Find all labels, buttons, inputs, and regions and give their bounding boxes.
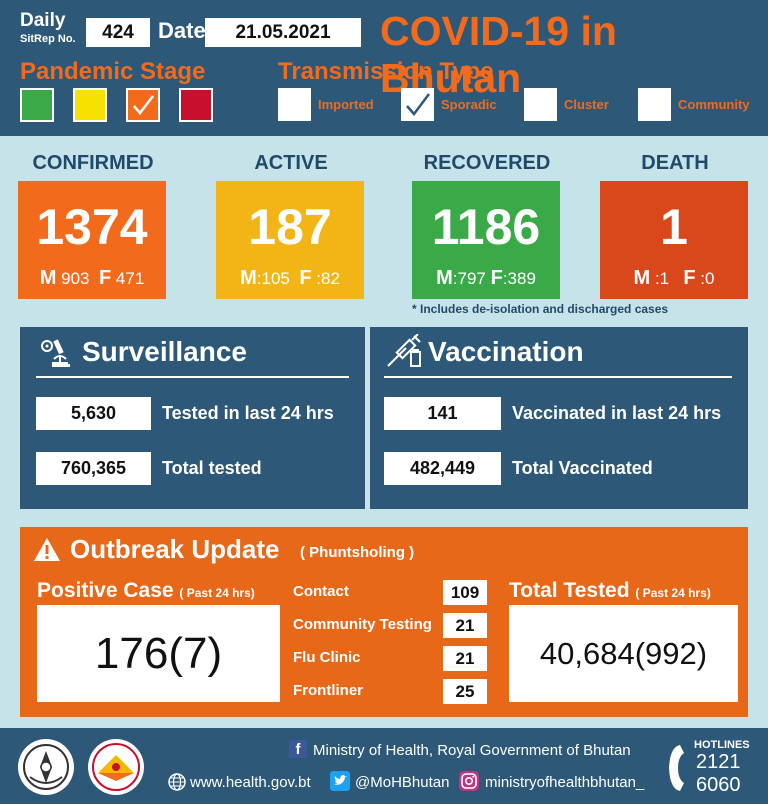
total-tested-outbreak-value: 40,684(992) [509,605,738,702]
confirmed-male: 903 [61,269,90,288]
vaccinated-24h-label: Vaccinated in last 24 hrs [512,403,722,423]
positive-case-heading: Positive Case ( Past 24 hrs) [37,579,255,602]
check-icon [133,95,154,115]
total-tested-label: Total tested [162,458,262,478]
transmission-checkbox-imported [278,88,311,121]
recovered-note: * Includes de-isolation and discharged c… [412,302,669,316]
globe-icon [168,773,186,796]
sitrep-label: SitRep No. [20,33,76,45]
transmission-label-community: Community [678,97,750,112]
death-title: DEATH [641,152,709,174]
confirmed-m-label: M [39,267,57,289]
page-title: COVID-19 in Bhutan [380,8,617,101]
tested-24h-label: Tested in last 24 hrs [162,403,334,423]
tested-24h-value: 5,630 [36,397,151,430]
death-total: 1 [660,199,688,255]
surveillance-title: Surveillance [82,336,247,367]
recovered-total: 1186 [431,199,541,255]
outbreak-location: ( Phuntsholing ) [300,544,415,561]
hotline-1[interactable]: 2121 [696,751,741,773]
confirmed-title: CONFIRMED [32,152,154,174]
recovered-f-label: F [490,267,503,289]
recovered-m-label: M [436,267,453,289]
active-m-label: M [240,267,257,289]
sitrep-number: 424 [86,18,150,47]
royal-emblem-logo [16,737,76,802]
ministry-logo [86,737,146,802]
instagram-icon [459,771,479,791]
outbreak-row-value: 109 [443,580,487,605]
total-vaccinated-value: 482,449 [384,452,501,485]
outbreak-row-value: 21 [443,613,487,638]
stage-indicator-2 [73,88,107,122]
twitter-icon [330,771,350,791]
active-card: 187 M:105 F :82 [216,181,364,299]
death-female: :0 [700,269,715,288]
active-f-label: F [299,267,312,289]
instagram-handle[interactable]: ministryofhealthbhutan_ [485,774,645,791]
facebook-icon: f [289,740,307,758]
check-icon [406,93,430,116]
stage-indicator-3 [126,88,160,122]
recovered-male: :797 [452,269,486,288]
transmission-label-sporadic: Sporadic [441,97,497,112]
death-m-label: M [633,267,651,289]
death-card: 1 M :1 F :0 [600,181,748,299]
transmission-checkbox-sporadic [401,88,434,121]
vaccination-title: Vaccination [428,336,584,367]
warning-icon [32,536,62,568]
outbreak-row-label: Community Testing [293,616,432,633]
active-total: 187 [248,199,332,255]
positive-case-value: 176(7) [37,605,280,702]
daily-label: Daily [20,10,66,31]
confirmed-total: 1374 [36,199,148,255]
phone-icon [664,743,690,798]
transmission-label-imported: Imported [318,97,374,112]
transmission-checkbox-community [638,88,671,121]
transmission-type-label: Transmission Type [278,58,494,85]
confirmed-female: 471 [115,269,145,288]
outbreak-title: Outbreak Update [70,534,280,564]
outbreak-row-label: Contact [293,583,349,600]
death-male: :1 [654,269,670,288]
transmission-checkbox-cluster [524,88,557,121]
transmission-label-cluster: Cluster [564,97,609,112]
total-tested-heading: Total Tested ( Past 24 hrs) [509,579,711,602]
vaccinated-24h-value: 141 [384,397,501,430]
date-value: 21.05.2021 [205,18,361,47]
stage-indicator-1 [20,88,54,122]
ministry-name: Ministry of Health, Royal Government of … [313,742,631,759]
vaccination-divider [384,376,732,378]
recovered-female: :389 [502,269,536,288]
syringe-icon [384,333,424,375]
outbreak-row-label: Flu Clinic [293,649,361,666]
pandemic-stage-indicators [20,88,213,122]
microscope-icon [38,337,72,374]
date-label: Date [158,18,206,43]
active-female: :82 [316,269,340,288]
outbreak-row-value: 21 [443,646,487,671]
outbreak-row-value: 25 [443,679,487,704]
total-vaccinated-label: Total Vaccinated [512,458,653,478]
total-tested-value: 760,365 [36,452,151,485]
stage-indicator-4 [179,88,213,122]
active-male: :105 [256,269,290,288]
confirmed-f-label: F [98,267,112,289]
recovered-card: 1186 M:797 F:389 [412,181,560,299]
hotline-2[interactable]: 6060 [696,774,741,796]
death-f-label: F [683,267,696,289]
confirmed-card: 1374 M 903 F 471 [18,181,166,299]
active-title: ACTIVE [254,152,328,174]
twitter-handle[interactable]: @MoHBhutan [355,774,450,791]
pandemic-stage-label: Pandemic Stage [20,58,206,85]
website-link[interactable]: www.health.gov.bt [190,774,311,791]
hotlines-label: HOTLINES [694,739,750,751]
surveillance-divider [36,376,349,378]
outbreak-row-label: Frontliner [293,682,363,699]
recovered-title: RECOVERED [423,152,551,174]
